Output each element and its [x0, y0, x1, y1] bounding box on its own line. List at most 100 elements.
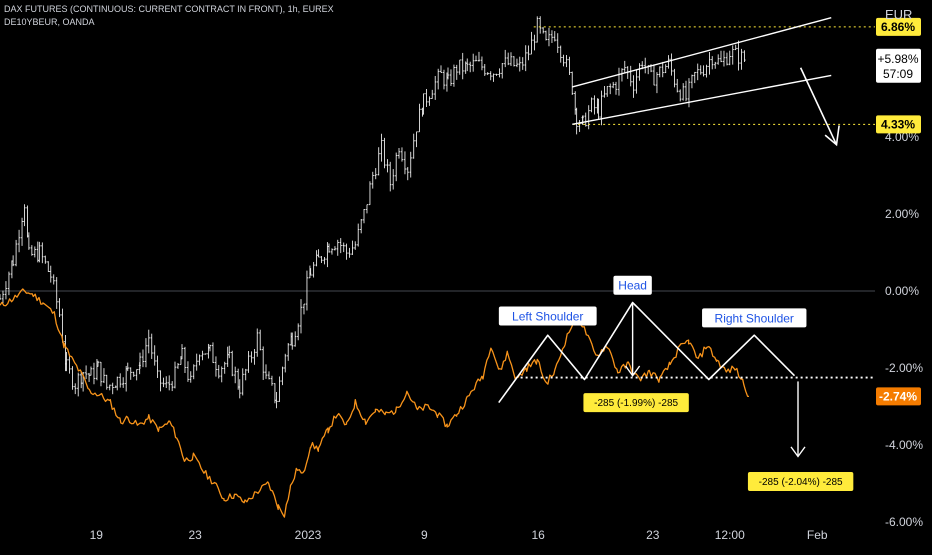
dax-bar: [250, 351, 253, 363]
dax-bar: [431, 89, 434, 99]
dax-bar: [509, 52, 513, 66]
dax-bar: [722, 50, 726, 67]
dax-bar: [737, 40, 740, 71]
dax-bar: [132, 371, 135, 377]
dax-bar: [679, 89, 682, 102]
dax-bar: [728, 50, 731, 66]
dax-bar: [480, 56, 484, 71]
dax-bar: [530, 31, 533, 55]
dax-bar: [547, 27, 551, 47]
dax-bar: [330, 248, 334, 255]
measure-badge-head-box: [583, 393, 689, 413]
dax-bar: [632, 75, 635, 98]
dax-bar: [278, 376, 281, 402]
dax-bar: [559, 45, 562, 63]
dax-bar: [1, 290, 5, 304]
right-shoulder-label[interactable]: Right Shoulder: [702, 308, 807, 328]
right-shoulder-label-text: Right Shoulder: [715, 311, 794, 325]
dax-bar: [30, 245, 34, 256]
dax-bar: [192, 364, 195, 380]
dax-bar: [507, 52, 510, 66]
dax-bar: [504, 49, 507, 68]
dax-bar: [186, 361, 190, 382]
dax-bar: [11, 255, 15, 267]
dax-bar: [682, 83, 685, 101]
dax-bar: [512, 56, 516, 67]
price-badge-bottom-box: [876, 115, 921, 134]
x-tick-label: 16: [531, 528, 545, 542]
dax-bar: [315, 250, 318, 267]
target-arrow-head: [790, 446, 806, 458]
dax-bar: [150, 333, 153, 359]
x-tick-label: 2023: [295, 528, 322, 542]
dax-bar: [623, 60, 626, 73]
dax-bar: [241, 368, 244, 396]
dax-bar: [180, 344, 184, 360]
dax-bar: [153, 345, 156, 366]
dax-bar: [495, 73, 498, 76]
dax-bar: [320, 256, 323, 263]
dax-bar: [0, 294, 2, 300]
dax-bar: [119, 373, 122, 388]
dax-bar: [211, 342, 215, 364]
dax-bar: [565, 55, 568, 68]
dax-bar: [533, 34, 536, 51]
dax-bar: [65, 351, 68, 372]
dax-bar: [55, 277, 58, 309]
dax-bar: [434, 75, 437, 100]
dax-bar: [708, 51, 711, 75]
breakdown-arrow-line[interactable]: [799, 67, 838, 146]
dax-bar: [135, 369, 138, 381]
dax-bar: [287, 342, 290, 361]
dax-bar: [58, 298, 61, 318]
price-badge-top-text: 6.86%: [881, 20, 915, 34]
dax-bar: [492, 73, 495, 82]
dax-bar: [291, 332, 294, 350]
x-tick-label: 23: [646, 528, 660, 542]
dax-bar: [571, 71, 574, 96]
dax-bar: [41, 242, 44, 264]
price-badge-bottom-text: 4.33%: [881, 117, 915, 131]
head-measure-arrow-head: [625, 365, 641, 377]
dax-bar: [676, 78, 679, 93]
dax-bar: [217, 364, 220, 379]
dax-bar: [389, 161, 392, 192]
measure-badge-target-box: [747, 471, 854, 491]
dax-bar: [719, 50, 723, 63]
y-tick-label: 2.00%: [885, 207, 919, 221]
head-label[interactable]: Head: [613, 275, 652, 295]
dax-bar: [486, 72, 489, 76]
channel-lower-line[interactable]: [572, 74, 832, 126]
dax-bar: [409, 151, 412, 178]
dax-bar: [333, 246, 337, 251]
dax-bar: [693, 71, 696, 84]
dax-bar: [111, 382, 114, 395]
left-shoulder-label-box: [498, 306, 597, 326]
dax-bar: [383, 137, 386, 169]
dax-bar: [690, 74, 694, 89]
head-label-text: Head: [618, 279, 647, 293]
dax-bar: [600, 90, 603, 126]
dax-bar: [521, 57, 524, 70]
dax-bar: [553, 31, 556, 42]
dax-bar: [38, 241, 41, 263]
dax-bar: [147, 329, 150, 354]
dax-bar: [299, 299, 303, 334]
dax-bar: [342, 242, 345, 253]
x-tick-label: 9: [421, 528, 428, 542]
channel-upper-line[interactable]: [572, 17, 832, 88]
dax-bar: [684, 80, 688, 102]
dax-bar: [629, 65, 632, 87]
dax-bar: [256, 328, 259, 357]
y-tick-label: -2.00%: [885, 361, 923, 375]
dax-bar: [452, 64, 456, 87]
dax-bar: [14, 239, 18, 267]
left-shoulder-label[interactable]: Left Shoulder: [498, 306, 597, 326]
y-tick-label: -6.00%: [885, 515, 923, 529]
x-tick-label: 12:00: [715, 528, 745, 542]
dax-bar: [673, 68, 676, 88]
dax-bar: [327, 243, 331, 253]
dax-bar: [422, 93, 425, 115]
